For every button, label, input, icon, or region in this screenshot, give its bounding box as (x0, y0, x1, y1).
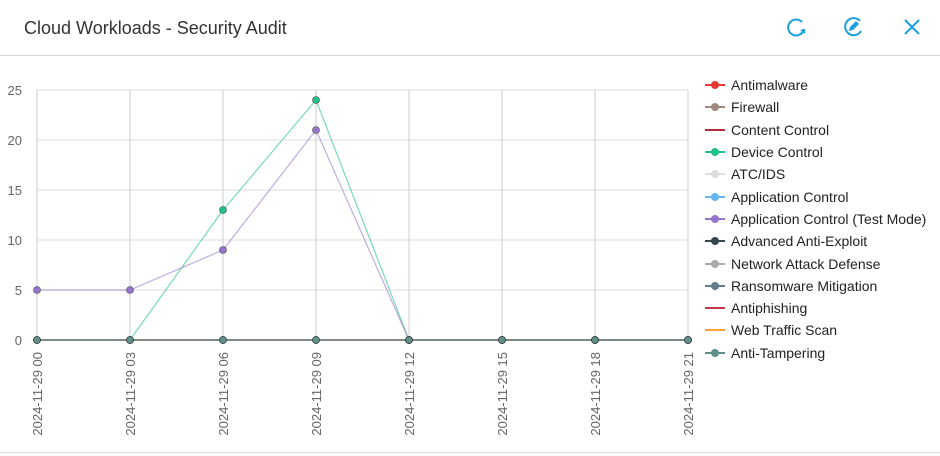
legend-item[interactable]: ATC/IDS (705, 163, 926, 185)
x-tick-label: 2024-11-29 03 (123, 352, 138, 436)
data-point (312, 96, 320, 104)
legend-item[interactable]: Antimalware (705, 74, 926, 96)
close-button[interactable] (899, 14, 925, 40)
y-tick-label: 5 (15, 283, 22, 298)
divider (0, 452, 940, 453)
legend-item[interactable]: Anti-Tampering (705, 342, 926, 364)
legend-item[interactable]: Advanced Anti-Exploit (705, 230, 926, 252)
x-tick-label: 2024-11-29 06 (216, 352, 231, 436)
line-chart: 0 5 10 15 20 25 2024-11-29 00 2024-11-29 03 2024… (8, 83, 696, 436)
legend-label: Network Attack Defense (731, 255, 881, 272)
legend-item[interactable]: Content Control (705, 119, 926, 141)
legend-swatch (705, 125, 725, 135)
y-tick-label: 10 (8, 233, 22, 248)
legend-item[interactable]: Firewall (705, 96, 926, 118)
x-tick-label: 2024-11-29 09 (309, 352, 324, 436)
edit-button[interactable] (840, 14, 866, 40)
data-point (219, 206, 227, 214)
series-line (37, 98, 688, 341)
legend-swatch (705, 80, 725, 90)
legend-swatch (705, 259, 725, 269)
legend-item[interactable]: Device Control (705, 141, 926, 163)
data-point (126, 336, 134, 344)
legend-label: Device Control (731, 144, 823, 161)
y-tick-label: 20 (8, 133, 22, 148)
legend-swatch (705, 169, 725, 179)
legend-swatch (705, 325, 725, 335)
x-tick-label: 2024-11-29 00 (30, 352, 45, 436)
refresh-button[interactable] (783, 14, 809, 40)
panel-title: Cloud Workloads - Security Audit (24, 18, 287, 38)
data-point (591, 336, 599, 344)
data-point (405, 336, 413, 344)
x-tick-label: 2024-11-29 12 (402, 352, 417, 436)
legend-label: Firewall (731, 99, 780, 116)
y-tick-label: 15 (8, 183, 22, 198)
legend-label: Content Control (731, 121, 830, 138)
data-point (219, 336, 227, 344)
legend-item[interactable]: Application Control (705, 185, 926, 207)
data-point (126, 286, 134, 294)
refresh-icon (787, 18, 805, 37)
x-tick-label: 2024-11-29 21 (681, 352, 696, 436)
legend-swatch (705, 147, 725, 157)
legend-label: Application Control (Test Mode) (731, 210, 927, 227)
chart-legend: Antimalware Firewall Content Control Device… (705, 74, 926, 364)
legend-label: Application Control (731, 188, 849, 205)
legend-item[interactable]: Application Control (Test Mode) (705, 208, 926, 230)
data-point (312, 336, 320, 344)
legend-item[interactable]: Network Attack Defense (705, 252, 926, 274)
edit-icon (844, 17, 862, 37)
x-tick-label: 2024-11-29 15 (495, 352, 510, 436)
y-tick-label: 25 (8, 83, 22, 98)
legend-label: Ransomware Mitigation (731, 277, 878, 294)
data-point (219, 246, 227, 254)
legend-swatch (705, 102, 725, 112)
y-tick-label: 0 (15, 333, 22, 348)
legend-swatch (705, 348, 725, 358)
legend-item[interactable]: Ransomware Mitigation (705, 275, 926, 297)
data-point (498, 336, 506, 344)
legend-swatch (705, 192, 725, 202)
legend-item[interactable]: Web Traffic Scan (705, 319, 926, 341)
legend-item[interactable]: Antiphishing (705, 297, 926, 319)
legend-label: ATC/IDS (731, 166, 786, 183)
data-point (312, 126, 320, 134)
series-line (37, 128, 688, 341)
legend-swatch (705, 281, 725, 291)
legend-label: Anti-Tampering (731, 344, 826, 361)
x-tick-label: 2024-11-29 18 (588, 352, 603, 436)
data-point (33, 336, 41, 344)
data-point (33, 286, 41, 294)
legend-swatch (705, 214, 725, 224)
close-icon (904, 19, 920, 35)
legend-swatch (705, 236, 725, 246)
legend-label: Advanced Anti-Exploit (731, 233, 868, 250)
legend-label: Antimalware (731, 77, 809, 94)
legend-label: Web Traffic Scan (731, 322, 838, 339)
legend-swatch (705, 303, 725, 313)
legend-label: Antiphishing (731, 300, 808, 317)
data-point (684, 336, 692, 344)
panel-header: Cloud Workloads - Security Audit (0, 0, 940, 56)
